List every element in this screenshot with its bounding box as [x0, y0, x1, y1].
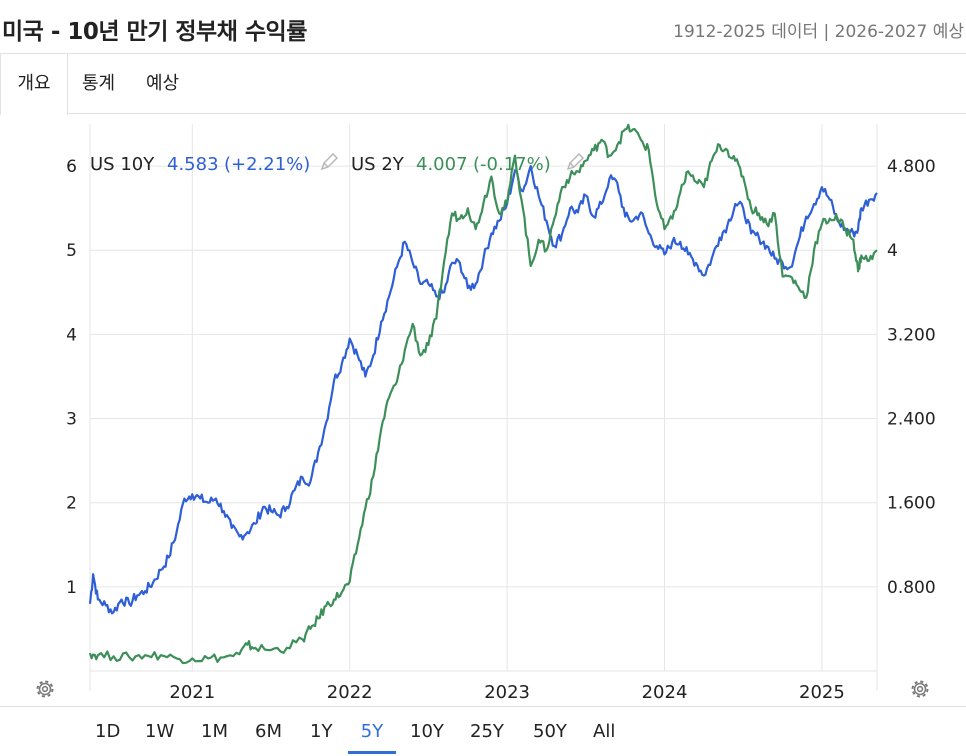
y-right-tick-label: 2.400 [887, 410, 936, 430]
legend-us10y-value: 4.583 [167, 154, 219, 175]
settings-left-gear-icon[interactable] [33, 677, 57, 701]
chart-area: US 10Y 4.583 (+2.21%) US 2Y 4.007 (-0.17… [0, 114, 966, 706]
grid-lines [89, 124, 878, 691]
y-left-tick-label: 2 [66, 494, 77, 514]
pencil-icon[interactable] [566, 153, 584, 171]
legend-us10y-change: (+2.21%) [224, 154, 310, 175]
y-left-tick-label: 1 [66, 578, 77, 598]
x-tick-label: 2025 [799, 682, 845, 703]
yield-chart: US 10Y 4.583 (+2.21%) US 2Y 4.007 (-0.17… [66, 123, 936, 703]
legend-us2y-value: 4.007 [416, 154, 468, 175]
range-1m-button[interactable]: 1M [201, 721, 228, 742]
range-10y-button[interactable]: 10Y [410, 721, 444, 742]
x-tick-label: 2022 [327, 682, 373, 703]
x-axis: 2021 2022 2023 2024 2025 [169, 682, 844, 703]
tab-forecast[interactable]: 예상 [146, 73, 180, 94]
y-right-tick-label: 4.800 [887, 157, 936, 177]
y-left-tick-label: 6 [66, 157, 77, 177]
data-range-info: 1912-2025 데이터 | 2026-2027 예상 [673, 22, 964, 42]
settings-right-gear-icon[interactable] [908, 677, 932, 701]
pencil-icon[interactable] [320, 153, 338, 171]
tab-overview[interactable]: 개요 [0, 54, 68, 115]
range-6m-button[interactable]: 6M [255, 721, 282, 742]
y-left-tick-label: 3 [66, 410, 77, 430]
range-50y-button[interactable]: 50Y [533, 721, 567, 742]
legend-us10y-name: US 10Y [90, 154, 155, 175]
x-tick-label: 2021 [169, 682, 215, 703]
range-1y-button[interactable]: 1Y [310, 721, 333, 742]
range-25y-button[interactable]: 25Y [470, 721, 504, 742]
legend-us2y-name: US 2Y [351, 154, 405, 175]
range-all-button[interactable]: All [593, 721, 616, 742]
series-us10y-line [88, 165, 878, 615]
page-title: 미국 - 10년 만기 정부채 수익률 [2, 19, 307, 45]
y-right-tick-label: 4 [887, 241, 898, 261]
series-us2y-line [88, 123, 878, 665]
range-1d-button[interactable]: 1D [95, 721, 121, 742]
y-right-tick-label: 1.600 [887, 494, 936, 514]
y-right-tick-label: 3.200 [887, 325, 936, 345]
y-axis-right: 0.800 1.600 2.400 3.200 4 4.800 [887, 157, 936, 598]
y-right-tick-label: 0.800 [887, 578, 936, 598]
tab-bar: 개요 통계 예상 [0, 54, 966, 115]
y-left-tick-label: 4 [66, 325, 77, 345]
tab-statistics[interactable]: 통계 [82, 73, 116, 94]
x-tick-label: 2024 [642, 682, 688, 703]
y-left-tick-label: 5 [66, 241, 77, 261]
y-axis-left: 1 2 3 4 5 6 [66, 157, 77, 598]
page-header: 미국 - 10년 만기 정부채 수익률 1912-2025 데이터 | 2026… [0, 0, 966, 54]
x-tick-label: 2023 [484, 682, 530, 703]
chart-legend: US 10Y 4.583 (+2.21%) US 2Y 4.007 (-0.17… [90, 153, 584, 175]
time-range-selector: 1D 1W 1M 6M 1Y 5Y 10Y 25Y 50Y All [0, 706, 966, 756]
series-layer [88, 123, 878, 665]
range-5y-button[interactable]: 5Y [348, 721, 396, 754]
range-1w-button[interactable]: 1W [145, 721, 175, 742]
